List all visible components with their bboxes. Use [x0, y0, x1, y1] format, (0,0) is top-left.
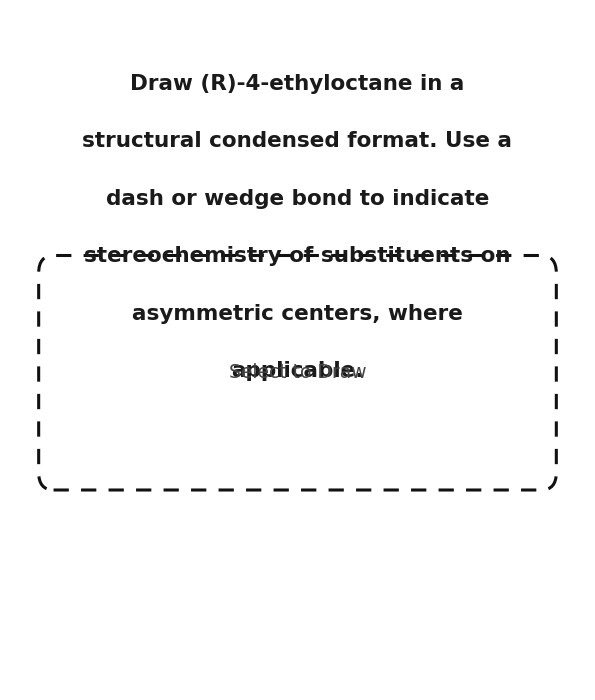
Text: applicable.: applicable.: [231, 361, 364, 381]
Text: Select to Draw: Select to Draw: [228, 363, 367, 382]
Text: stereochemistry of substituents on: stereochemistry of substituents on: [84, 246, 511, 266]
Text: asymmetric centers, where: asymmetric centers, where: [132, 304, 463, 323]
Text: structural condensed format. Use a: structural condensed format. Use a: [83, 132, 512, 151]
Text: Draw (R)-4-ethyloctane in a: Draw (R)-4-ethyloctane in a: [130, 74, 465, 94]
FancyBboxPatch shape: [39, 256, 556, 490]
Text: dash or wedge bond to indicate: dash or wedge bond to indicate: [106, 189, 489, 209]
